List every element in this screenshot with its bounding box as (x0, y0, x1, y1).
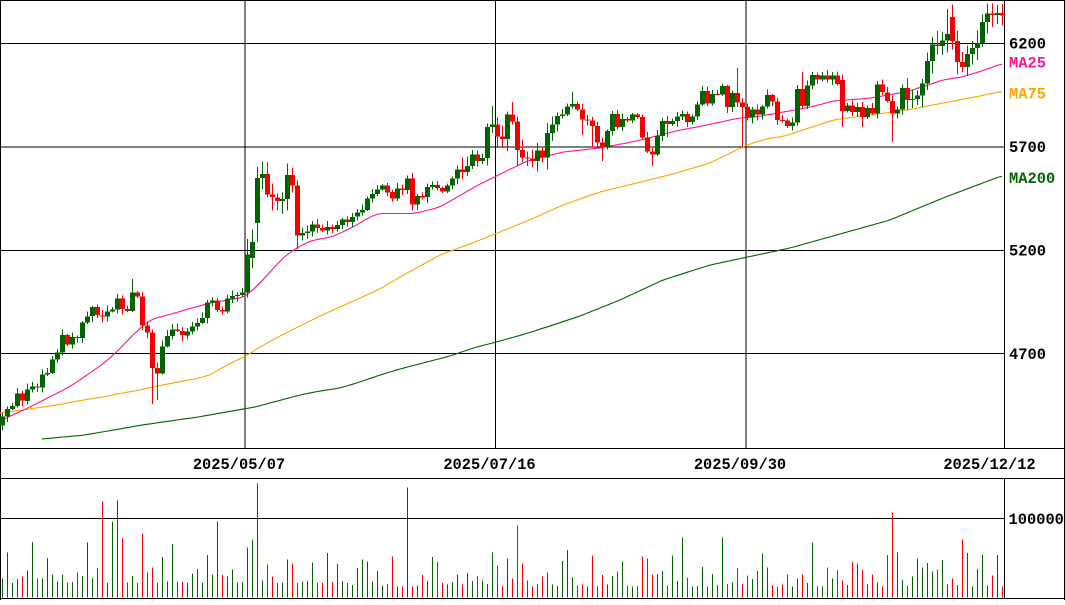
svg-text:6200: 6200 (1009, 36, 1046, 54)
svg-text:2025/07/16: 2025/07/16 (443, 456, 535, 474)
svg-text:MA75: MA75 (1009, 86, 1046, 104)
svg-text:MA25: MA25 (1009, 55, 1046, 73)
svg-text:2025/12/12: 2025/12/12 (943, 456, 1035, 474)
svg-text:MA200: MA200 (1009, 170, 1055, 188)
svg-text:2025/05/07: 2025/05/07 (193, 456, 285, 474)
svg-text:4700: 4700 (1009, 346, 1046, 364)
svg-text:5700: 5700 (1009, 139, 1046, 157)
svg-text:100000: 100000 (1009, 511, 1064, 529)
svg-text:5200: 5200 (1009, 243, 1046, 261)
svg-text:2025/09/30: 2025/09/30 (694, 456, 786, 474)
